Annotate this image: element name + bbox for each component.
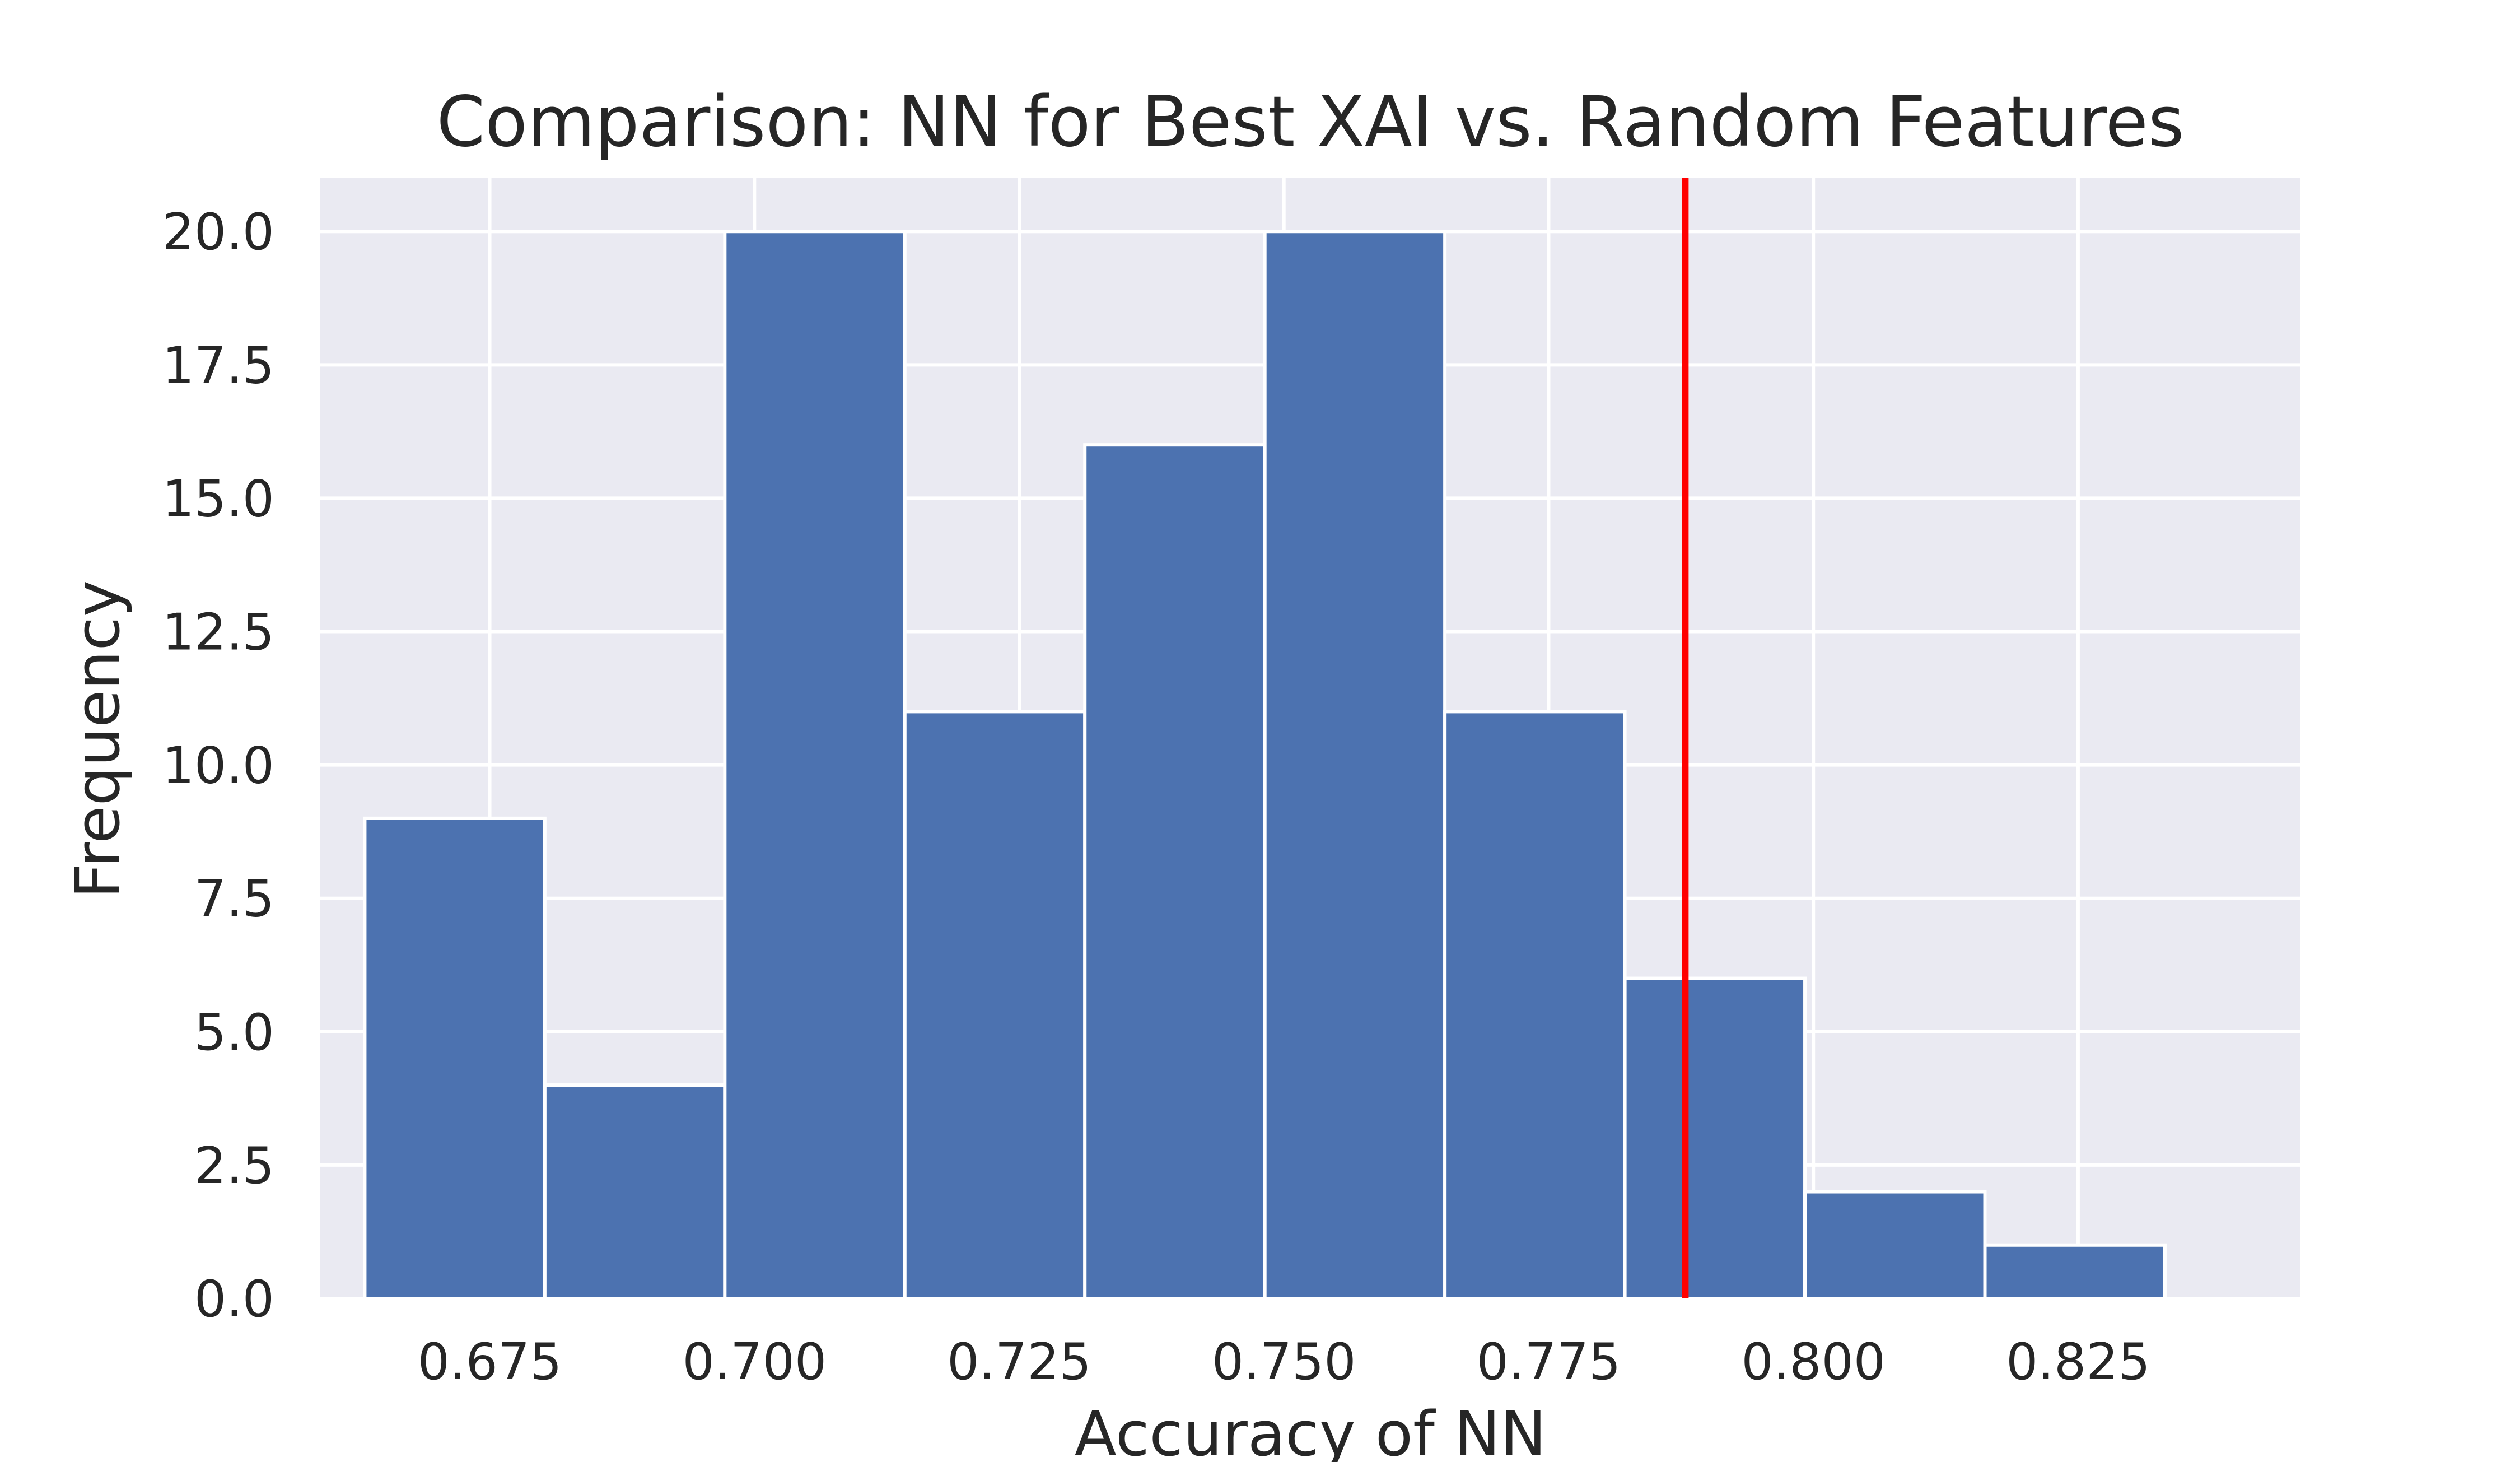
y-tick-label: 5.0 [194,1003,274,1062]
x-tick-label: 0.725 [947,1333,1091,1391]
histogram-bars [363,230,2167,1301]
histogram-bar [1083,443,1267,1301]
x-tick-label: 0.675 [418,1333,562,1391]
y-tick-label: 20.0 [162,203,274,262]
histogram-bar [543,1083,727,1300]
x-axis-label: Accuracy of NN [1075,1398,1547,1462]
x-tick-label: 0.800 [1741,1333,1886,1391]
histogram-bar [1803,1190,1987,1301]
y-tick-label: 15.0 [162,469,274,528]
y-axis-label: Frequency [62,580,133,898]
x-tick-label: 0.775 [1477,1333,1621,1391]
histogram-bar [363,816,547,1301]
x-tick-label: 0.750 [1212,1333,1356,1391]
x-tick-label: 0.825 [2006,1333,2150,1391]
y-tick-label: 12.5 [162,603,274,662]
histogram-bar [1983,1243,2167,1301]
histogram-bar [1263,230,1447,1301]
y-tick-label: 0.0 [194,1270,274,1329]
y-tick-labels: 0.0 2.5 5.0 7.5 10.0 12.5 15.0 17.5 20.0 [162,203,274,1329]
y-tick-label: 17.5 [162,336,274,395]
histogram-bar [723,230,907,1301]
y-tick-label: 2.5 [194,1137,274,1195]
histogram-bar [1443,710,1627,1300]
y-tick-label: 7.5 [194,870,274,929]
y-tick-label: 10.0 [162,737,274,795]
x-tick-label: 0.700 [682,1333,827,1391]
chart-title: Comparison: NN for Best XAI vs. Random F… [436,82,2184,162]
x-tick-labels: 0.675 0.700 0.725 0.750 0.775 0.800 0.825 [418,1333,2150,1391]
histogram-bar [1623,976,1807,1300]
histogram-bar [903,710,1087,1300]
